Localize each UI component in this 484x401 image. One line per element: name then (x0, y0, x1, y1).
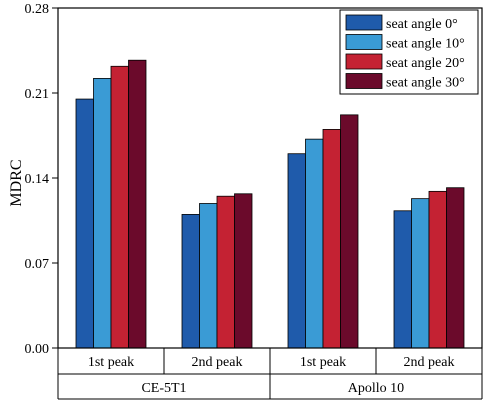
y-tick-label: 0.21 (25, 87, 50, 102)
y-tick-label: 0.28 (25, 2, 50, 17)
legend: seat angle 0° seat angle 10° seat angle 20… (339, 9, 479, 95)
bar (446, 187, 465, 349)
legend-label: seat angle 20° (386, 56, 465, 71)
y-axis-title: MDRC (8, 159, 25, 206)
group-label: CE-5T1 (141, 381, 186, 396)
bar (216, 195, 235, 349)
group-label: Apollo 10 (348, 381, 404, 396)
bar (234, 193, 253, 349)
bar (428, 190, 447, 349)
y-tick-label: 0.14 (25, 172, 50, 187)
bar (305, 138, 324, 349)
y-tick-label: 0.07 (25, 257, 50, 272)
bar (287, 153, 306, 349)
legend-label: seat angle 10° (386, 37, 465, 52)
legend-label: seat angle 0° (386, 17, 458, 32)
bar (340, 114, 359, 349)
x-tick-label: 1st peak (88, 355, 134, 370)
x-tick-label: 2nd peak (404, 355, 455, 370)
x-category-axis: 1st peak 2nd peak 1st peak 2nd peak CE-5T1 Ap… (57, 348, 483, 400)
bar (75, 98, 94, 349)
x-tick-label: 2nd peak (192, 355, 243, 370)
legend-swatch (345, 14, 383, 31)
bars (75, 59, 465, 349)
x-tick-label: 1st peak (300, 355, 346, 370)
bar (322, 129, 341, 349)
bar (181, 214, 200, 349)
bar (110, 65, 129, 349)
bar (393, 210, 412, 349)
bar (128, 59, 147, 349)
bar (411, 198, 430, 349)
legend-swatch (345, 53, 383, 70)
bar (93, 78, 112, 349)
bar (199, 203, 218, 349)
y-axis-ticks: 0.00 0.07 0.14 0.21 0.28 (25, 2, 58, 357)
legend-swatch (345, 73, 383, 89)
legend-label: seat angle 30° (386, 76, 465, 91)
y-tick-label: 0.00 (25, 342, 50, 357)
legend-swatch (345, 34, 383, 50)
